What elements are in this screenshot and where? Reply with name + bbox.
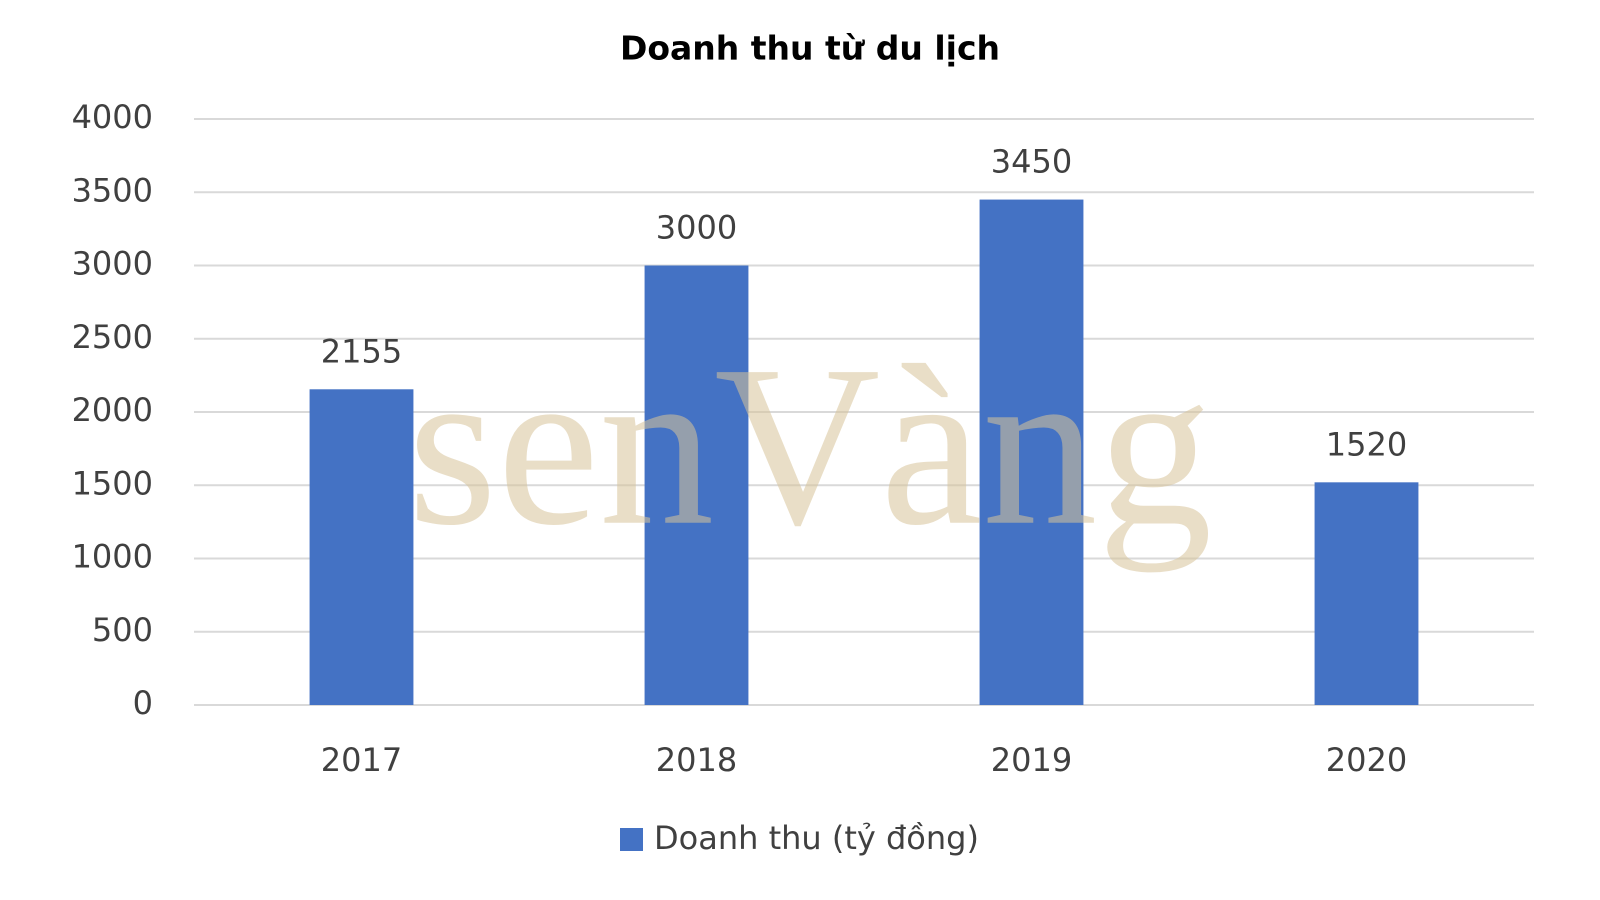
watermark: senVàng <box>408 318 1213 573</box>
bar <box>1314 482 1419 705</box>
y-tick-label: 1000 <box>72 538 153 576</box>
chart-title: Doanh thu từ du lịch <box>620 29 1000 68</box>
data-label: 2155 <box>321 332 402 370</box>
x-tick-label: 2019 <box>991 741 1072 779</box>
y-tick-label: 2500 <box>72 318 153 356</box>
x-tick-label: 2017 <box>321 741 402 779</box>
data-label: 1520 <box>1326 425 1407 463</box>
data-label: 3450 <box>991 143 1072 181</box>
y-tick-label: 1500 <box>72 464 153 502</box>
y-tick-label: 4000 <box>72 98 153 136</box>
bar <box>309 389 414 705</box>
legend-label: Doanh thu (tỷ đồng) <box>654 819 979 857</box>
y-tick-label: 3000 <box>72 245 153 283</box>
y-tick-label: 2000 <box>72 391 153 429</box>
y-tick-label: 0 <box>133 684 153 722</box>
y-tick-label: 3500 <box>72 171 153 209</box>
bar <box>979 199 1084 705</box>
x-tick-label: 2018 <box>656 741 737 779</box>
bar <box>644 265 749 705</box>
y-tick-label: 500 <box>92 611 153 649</box>
data-label: 3000 <box>656 209 737 247</box>
legend-swatch <box>620 828 643 851</box>
x-tick-label: 2020 <box>1326 741 1407 779</box>
